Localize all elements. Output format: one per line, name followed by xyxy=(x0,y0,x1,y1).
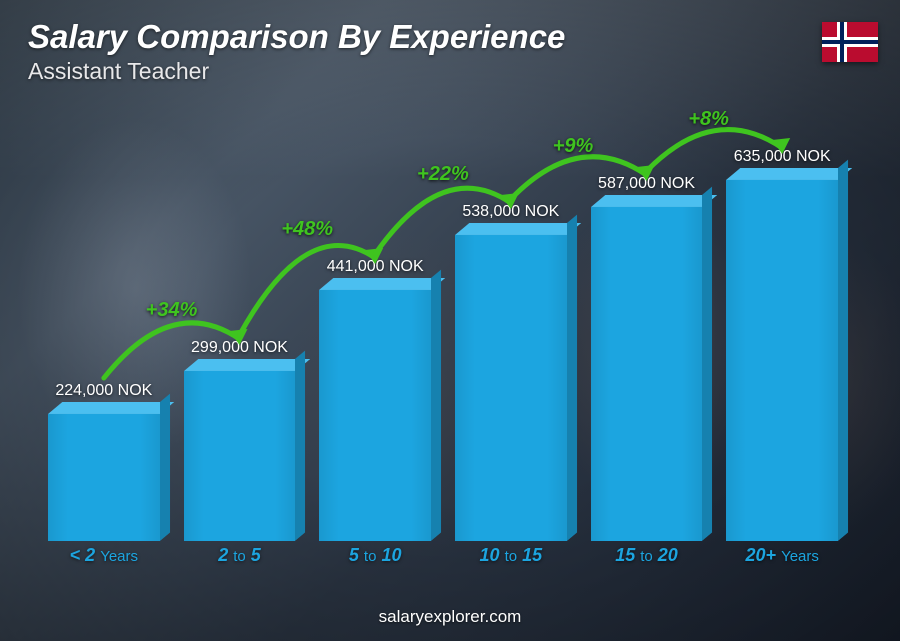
bar-4: 587,000 NOK xyxy=(591,207,703,541)
chart-subtitle: Assistant Teacher xyxy=(28,58,209,85)
bar-value-label: 635,000 NOK xyxy=(734,148,831,166)
increase-pct-label: +9% xyxy=(553,135,594,158)
bar-value-label: 587,000 NOK xyxy=(598,175,695,193)
x-axis-category-label: < 2 Years xyxy=(48,545,160,569)
footer-attribution: salaryexplorer.com xyxy=(0,607,900,627)
bar-2: 441,000 NOK xyxy=(319,290,431,541)
x-axis-category-label: 5 to 10 xyxy=(319,545,431,569)
x-axis-category-label: 20+ Years xyxy=(726,545,838,569)
bar-value-label: 224,000 NOK xyxy=(55,382,152,400)
increase-pct-label: +22% xyxy=(417,163,469,186)
x-axis-category-label: 10 to 15 xyxy=(455,545,567,569)
x-axis-category-label: 15 to 20 xyxy=(591,545,703,569)
increase-pct-label: +8% xyxy=(688,108,729,131)
bar-chart: 224,000 NOK299,000 NOK441,000 NOK538,000… xyxy=(40,98,846,569)
bar-3: 538,000 NOK xyxy=(455,235,567,541)
bar-value-label: 441,000 NOK xyxy=(327,258,424,276)
increase-pct-label: +48% xyxy=(281,218,333,241)
bar-value-label: 299,000 NOK xyxy=(191,339,288,357)
bar-value-label: 538,000 NOK xyxy=(462,203,559,221)
x-axis-category-label: 2 to 5 xyxy=(184,545,296,569)
country-flag-norway xyxy=(822,22,878,62)
bar-0: 224,000 NOK xyxy=(48,414,160,541)
x-axis-labels: < 2 Years 2 to 5 5 to 10 10 to 15 15 to 20 20… xyxy=(40,545,846,569)
bar-5: 635,000 NOK xyxy=(726,180,838,541)
increase-pct-label: +34% xyxy=(146,299,198,322)
bar-1: 299,000 NOK xyxy=(184,371,296,541)
chart-title: Salary Comparison By Experience xyxy=(28,18,565,56)
content-layer: Salary Comparison By Experience Assistan… xyxy=(0,0,900,641)
